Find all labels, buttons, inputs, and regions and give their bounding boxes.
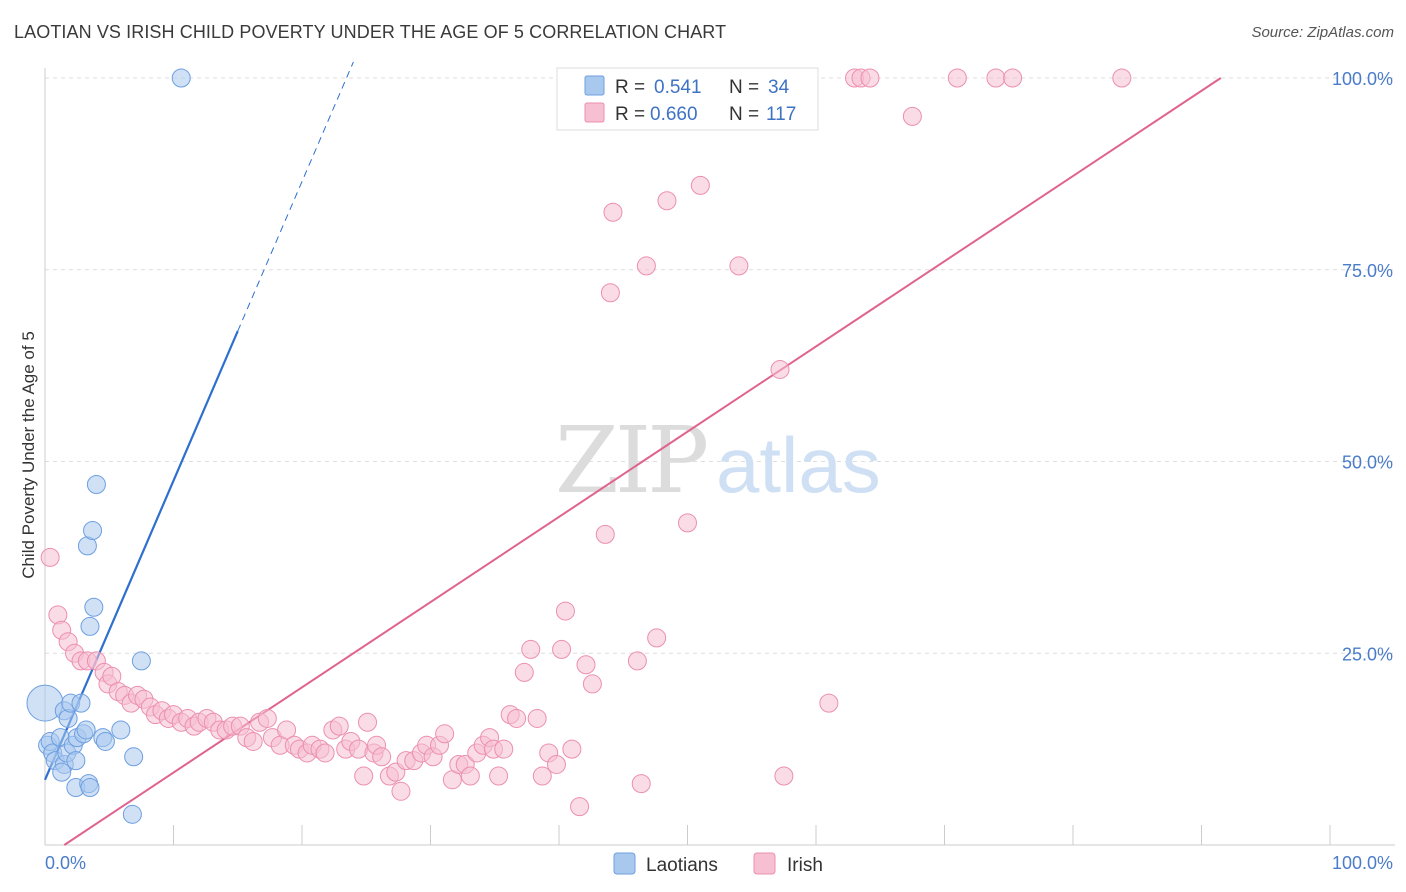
irish-point-78: [527, 708, 547, 728]
stats-legend-n-value-laotians: 34: [768, 77, 790, 98]
x-tick-label-1: 100.0%: [1332, 853, 1393, 873]
laotian-point-14: [66, 751, 86, 771]
irish-point-63: [435, 724, 455, 744]
irish-point-89: [600, 283, 620, 303]
laotian-point-29: [124, 747, 144, 767]
laotian-point-7: [52, 762, 72, 782]
irish-point-105: [902, 106, 922, 126]
irish-point-77: [521, 639, 541, 659]
irish-point-50: [358, 712, 378, 732]
irish-point-90: [603, 202, 623, 222]
laotian-point-32: [171, 68, 191, 88]
irish-point-92: [631, 774, 651, 794]
laotian-point-20: [80, 616, 100, 636]
irish-point-34: [257, 708, 277, 728]
irish-point-95: [657, 191, 677, 211]
irish-point-98: [729, 256, 749, 276]
irish-point-104: [860, 68, 880, 88]
y-tick-label-0: 25.0%: [1342, 644, 1393, 664]
irish-point-101: [819, 693, 839, 713]
y-tick-label-2: 75.0%: [1342, 261, 1393, 281]
series-legend-label-irish: Irish: [787, 855, 823, 876]
irish-point-0: [40, 547, 60, 567]
series-legend-swatch-laotians: [613, 852, 636, 875]
laotian-point-31: [122, 804, 142, 824]
irish-point-87: [582, 674, 602, 694]
laotian-point-27: [95, 731, 115, 751]
irish-point-108: [1003, 68, 1023, 88]
axes: 25.0% 50.0% 75.0% 100.0% 0.0% 100.0%: [44, 68, 1395, 873]
gridlines: [45, 77, 1395, 654]
irish-point-109: [1112, 68, 1132, 88]
stats-legend-n-label-laotians: N =: [729, 77, 759, 98]
x-tick-label-0: 0.0%: [45, 853, 86, 873]
watermark-atlas: atlas: [716, 421, 881, 509]
irish-point-88: [595, 524, 615, 544]
trend-line-laotians-extension: [237, 61, 354, 332]
laotian-point-25: [86, 475, 106, 495]
irish-point-43: [315, 743, 335, 763]
laotian-point-23: [80, 777, 100, 797]
watermark-zip: ZIP: [555, 407, 706, 514]
irish-point-73: [494, 739, 514, 759]
irish-point-100: [774, 766, 794, 786]
irish-point-94: [636, 256, 656, 276]
irish-point-85: [570, 797, 590, 817]
irish-point-56: [391, 781, 411, 801]
irish-point-75: [507, 708, 527, 728]
stats-legend: R = 0.541 N = 34 R = 0.660 N = 117: [556, 67, 819, 131]
irish-point-96: [678, 513, 697, 533]
stats-legend-r-label-irish: R =: [615, 104, 645, 125]
irish-point-49: [354, 766, 374, 786]
irish-point-84: [562, 739, 582, 759]
irish-point-76: [514, 662, 534, 682]
stats-legend-n-value-irish: 117: [766, 104, 796, 125]
laotian-point-24: [84, 597, 104, 617]
stats-legend-n-label-irish: N =: [729, 104, 759, 125]
stats-legend-r-value-laotians: 0.541: [654, 77, 702, 98]
series-legend-label-laotians: Laotians: [646, 855, 718, 876]
irish-point-107: [986, 68, 1006, 88]
laotian-point-18: [76, 720, 96, 740]
y-axis-title: Child Poverty Under the Age of 5: [19, 331, 38, 579]
irish-point-86: [576, 655, 596, 675]
data-points: [26, 68, 1132, 824]
irish-point-99: [770, 359, 790, 379]
y-tick-label-3: 100.0%: [1332, 69, 1393, 89]
stats-legend-swatch-laotians: [584, 75, 605, 96]
chart-title: LAOTIAN VS IRISH CHILD POVERTY UNDER THE…: [14, 22, 727, 42]
irish-point-67: [460, 766, 480, 786]
chart-source: Source: ZipAtlas.com: [1251, 24, 1394, 41]
irish-point-106: [947, 68, 967, 88]
irish-point-32: [243, 731, 263, 751]
irish-point-91: [627, 651, 647, 671]
laotian-point-30: [131, 651, 151, 671]
irish-point-82: [552, 639, 572, 659]
series-legend-swatch-irish: [753, 852, 776, 875]
irish-point-53: [372, 747, 392, 767]
irish-point-81: [546, 754, 566, 774]
irish-point-93: [647, 628, 667, 648]
series-legend: Laotians Irish: [613, 852, 823, 876]
stats-legend-r-value-irish: 0.660: [650, 104, 698, 125]
irish-point-37: [277, 720, 297, 740]
stats-legend-r-label-laotians: R =: [615, 77, 645, 98]
laotian-point-16: [71, 693, 91, 713]
irish-point-45: [329, 716, 349, 736]
laotian-point-22: [83, 521, 103, 541]
laotian-point-28: [111, 720, 131, 740]
irish-point-79: [532, 766, 552, 786]
irish-point-72: [489, 766, 509, 786]
stats-legend-swatch-irish: [584, 102, 605, 123]
y-tick-label-1: 50.0%: [1342, 453, 1393, 473]
irish-point-83: [555, 601, 575, 621]
irish-point-97: [690, 175, 710, 195]
